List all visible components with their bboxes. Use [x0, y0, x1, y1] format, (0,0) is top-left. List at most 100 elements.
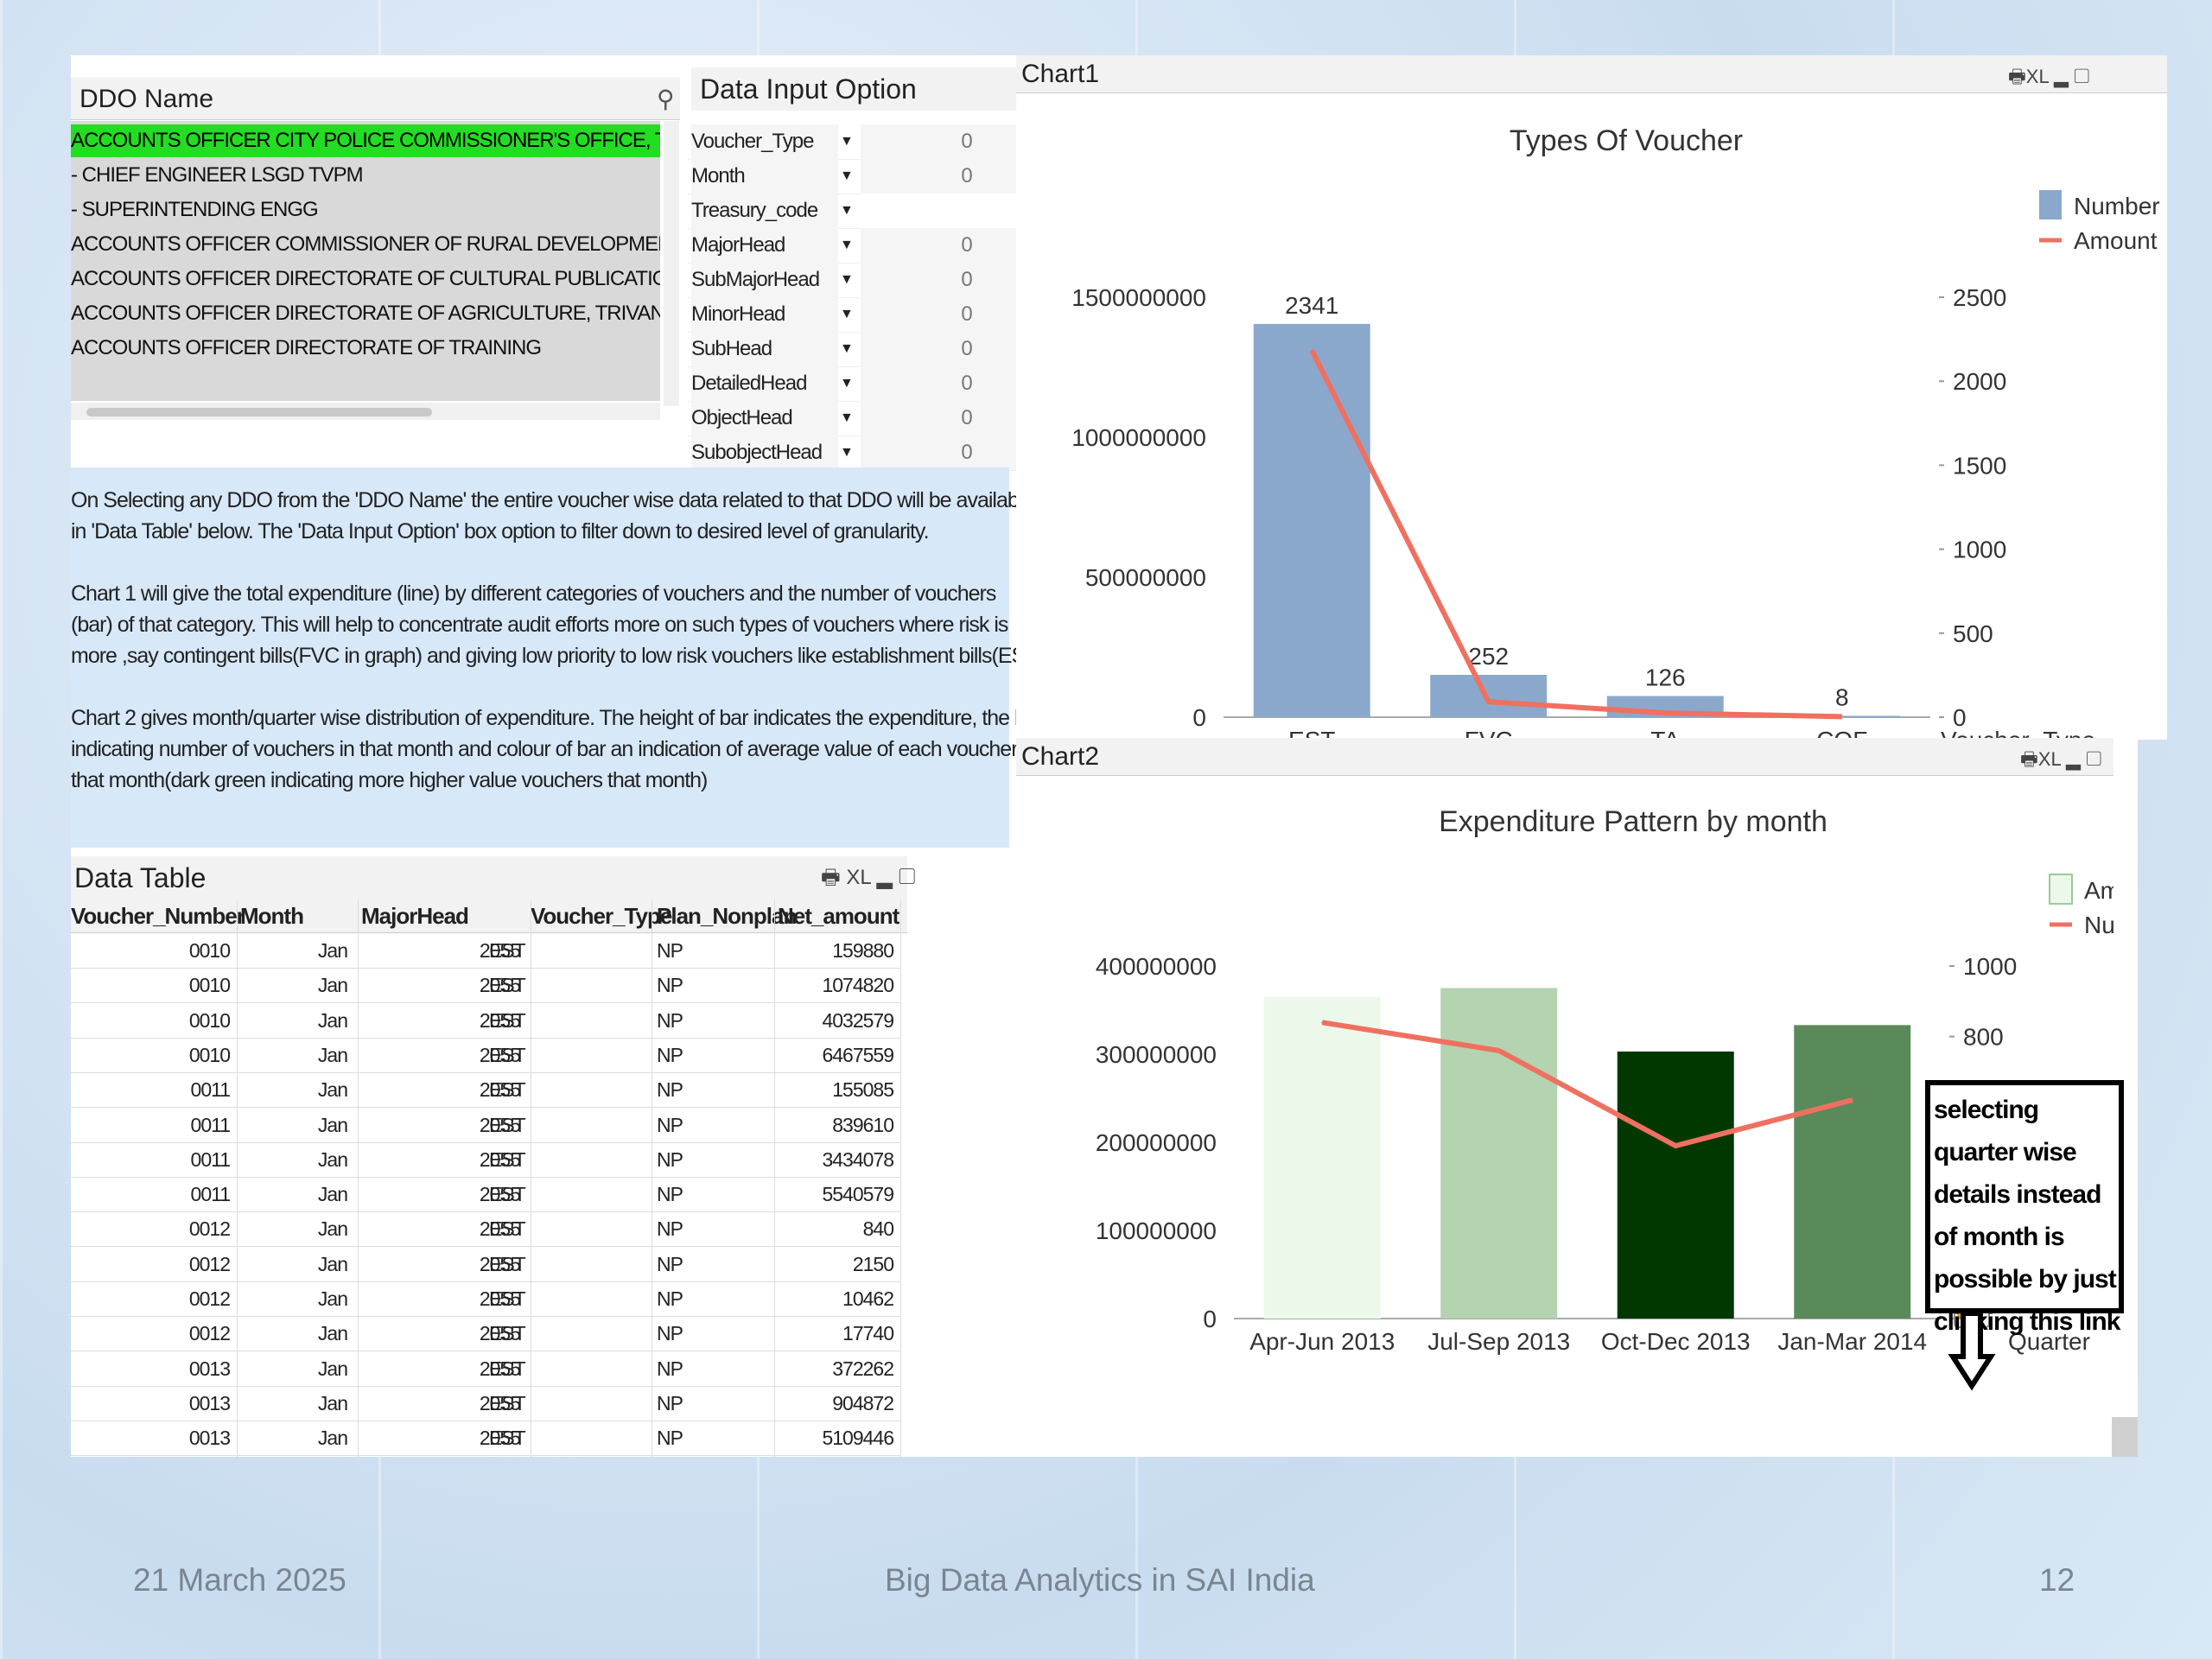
- table-cell: Jan: [317, 1391, 348, 1414]
- dropdown-arrow-icon[interactable]: ▼: [840, 134, 854, 149]
- table-row[interactable]: 0012 Jan 2055 EST NP 10462: [71, 1281, 900, 1317]
- legend-label[interactable]: Number: [2074, 193, 2160, 219]
- maximize-icon[interactable]: ▢: [2086, 748, 2102, 770]
- dropdown-arrow-icon[interactable]: ▼: [840, 238, 854, 252]
- table-cell: 0013: [188, 1357, 231, 1380]
- maximize-icon[interactable]: ▢: [2074, 66, 2090, 87]
- table-row[interactable]: 0011 Jan 2055 EST NP 839610: [71, 1108, 900, 1143]
- table-row[interactable]: 0013 Jan 2055 EST NP 904872: [71, 1386, 900, 1421]
- ddo-list-item[interactable]: ACCOUNTS OFFICER DIRECTORATE OF TRAINING: [71, 336, 542, 359]
- bar[interactable]: [1617, 1051, 1734, 1319]
- table-row[interactable]: 0010 Jan 2055 EST NP 1074820: [71, 968, 900, 1004]
- bar-data-label: 2341: [1285, 292, 1338, 319]
- ddo-list-item[interactable]: ACCOUNTS OFFICER DIRECTORATE OF CULTURAL…: [71, 267, 660, 290]
- chart1-panel: [1016, 55, 2167, 740]
- chart2-controls[interactable]: 🖶XL ▂ ▢: [2020, 748, 2102, 770]
- ddo-vertical-scrollbar[interactable]: [664, 121, 679, 406]
- dropdown-arrow-icon[interactable]: ▼: [840, 307, 854, 321]
- data-input-label: Voucher_Type: [691, 124, 838, 159]
- screen-scrollbar[interactable]: [2112, 1417, 2138, 1457]
- maximize-icon[interactable]: ▢: [898, 866, 916, 889]
- dropdown-arrow-icon[interactable]: ▼: [840, 272, 854, 287]
- table-cell: Jan: [317, 974, 348, 997]
- data-input-option-title: Data Input Option: [691, 67, 1071, 111]
- table-row[interactable]: 0012 Jan 2055 EST NP 2150: [71, 1247, 900, 1282]
- description-line: Chart 1 will give the total expenditure …: [71, 582, 996, 606]
- minimize-icon[interactable]: ▂: [876, 866, 893, 889]
- table-row[interactable]: 0011 Jan 2055 EST NP 3434078: [71, 1142, 900, 1178]
- table-cell: Jan: [317, 1217, 348, 1241]
- export-excel-icon[interactable]: XL: [2025, 66, 2049, 87]
- dropdown-arrow-icon[interactable]: ▼: [840, 203, 854, 218]
- dropdown-arrow-icon[interactable]: ▼: [840, 376, 854, 391]
- table-cell: 840: [862, 1217, 894, 1241]
- dropdown-arrow-icon[interactable]: ▼: [840, 168, 854, 183]
- footer-title: Big Data Analytics in SAI India: [885, 1562, 1315, 1598]
- legend-label[interactable]: Amount: [2084, 877, 2113, 904]
- table-row[interactable]: 0010 Jan 2055 EST NP 4032579: [71, 1003, 900, 1039]
- column-header[interactable]: Voucher_Number: [71, 903, 245, 929]
- bar-data-label: 252: [1468, 643, 1509, 670]
- x-axis-tick-label: EST: [1288, 727, 1335, 740]
- bar[interactable]: [1794, 1025, 1911, 1319]
- description-line: (bar) of that category. This will help t…: [71, 613, 1008, 637]
- callout-box: selecting quarter wise details instead o…: [1925, 1080, 2124, 1336]
- dropdown-arrow-icon[interactable]: ▼: [840, 341, 854, 356]
- export-excel-icon[interactable]: XL: [846, 866, 871, 889]
- table-cell: EST: [489, 939, 526, 962]
- table-cell: NP: [657, 1287, 683, 1310]
- column-header[interactable]: Month: [240, 903, 304, 929]
- table-cell: 2055: [479, 1287, 521, 1310]
- table-cell: NP: [657, 1043, 683, 1066]
- table-row[interactable]: 0010 Jan 2055 EST NP 159880: [71, 933, 900, 969]
- bar[interactable]: [1253, 323, 1370, 717]
- ddo-list-item[interactable]: - SUPERINTENDING ENGG: [71, 198, 319, 221]
- line-series[interactable]: [1321, 1020, 1853, 1149]
- table-row[interactable]: 0011 Jan 2055 EST NP 5540579: [71, 1177, 900, 1213]
- ddo-list-item[interactable]: - CHIEF ENGINEER LSGD TVPM: [71, 163, 364, 187]
- table-cell: 0013: [188, 1427, 231, 1450]
- minimize-icon[interactable]: ▂: [2054, 66, 2069, 87]
- data-input-row[interactable]: Month ▼ 0: [688, 159, 1073, 194]
- minimize-icon[interactable]: ▂: [2066, 748, 2081, 770]
- table-cell: NP: [657, 1322, 683, 1345]
- table-cell: 0012: [188, 1322, 231, 1345]
- column-header[interactable]: MajorHead: [361, 903, 469, 929]
- ddo-list-item[interactable]: ACCOUNTS OFFICER COMMISSIONER OF RURAL D…: [71, 232, 660, 256]
- column-header[interactable]: Net_amount: [778, 903, 899, 929]
- line-point: [1840, 715, 1843, 718]
- line-series[interactable]: [1309, 349, 1842, 720]
- table-row[interactable]: 0013 Jan 2055 EST NP 372262: [71, 1351, 900, 1387]
- legend-label[interactable]: Number: [2084, 912, 2113, 938]
- table-cell: 2055: [479, 1008, 521, 1032]
- legend-label[interactable]: Amount: [2074, 227, 2158, 254]
- bar[interactable]: [1263, 996, 1381, 1319]
- table-cell: 2150: [852, 1252, 894, 1275]
- column-header[interactable]: Plan_Nonplan: [657, 903, 797, 929]
- table-row[interactable]: 0010 Jan 2055 EST NP 6467559: [71, 1038, 900, 1073]
- ddo-list-item[interactable]: ACCOUNTS OFFICER DIRECTORATE OF AGRICULT…: [71, 302, 660, 325]
- table-cell: 904872: [832, 1391, 894, 1414]
- table-row[interactable]: 0012 Jan 2055 EST NP 840: [71, 1211, 900, 1248]
- chart1-controls[interactable]: 🖶XL ▂ ▢: [2008, 66, 2090, 87]
- table-cell: Jan: [317, 939, 348, 962]
- export-excel-icon[interactable]: XL: [2037, 748, 2061, 770]
- dropdown-arrow-icon[interactable]: ▼: [840, 445, 854, 460]
- left-axis-tick-label: 1000000000: [1071, 424, 1206, 451]
- table-cell: EST: [489, 1252, 526, 1275]
- ddo-horizontal-scroll-thumb[interactable]: [86, 408, 432, 416]
- column-header[interactable]: Voucher_Type: [531, 903, 672, 929]
- bar[interactable]: [1440, 988, 1558, 1319]
- data-input-label: SubMajorHead: [691, 263, 838, 297]
- data-table-controls[interactable]: 🖶 XL ▂ ▢: [821, 866, 916, 889]
- line-point: [1851, 1099, 1853, 1102]
- search-icon[interactable]: ⚲: [657, 86, 675, 112]
- table-cell: EST: [489, 1043, 526, 1066]
- table-row[interactable]: 0013 Jan 2055 EST NP 5109446: [71, 1421, 900, 1457]
- description-text-box: On Selecting any DDO from the 'DDO Name'…: [71, 467, 1046, 848]
- callout-arrow-icon: [1948, 1313, 1996, 1391]
- dropdown-arrow-icon[interactable]: ▼: [840, 410, 854, 425]
- table-row[interactable]: 0011 Jan 2055 EST NP 155085: [71, 1072, 900, 1109]
- ddo-list-item[interactable]: ACCOUNTS OFFICER CITY POLICE COMMISSIONE…: [71, 124, 660, 157]
- table-row[interactable]: 0012 Jan 2055 EST NP 17740: [71, 1316, 900, 1352]
